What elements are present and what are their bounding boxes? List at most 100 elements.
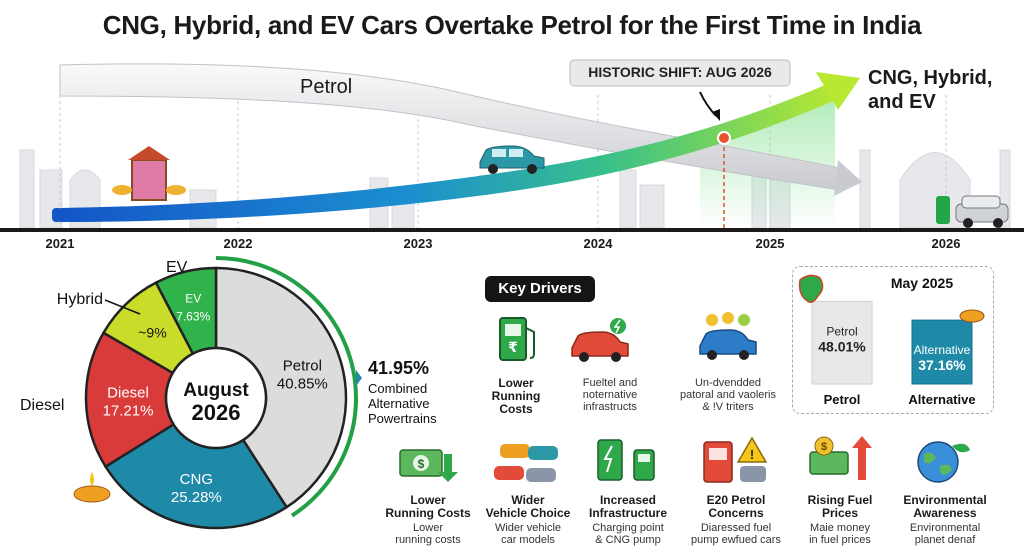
driver-title: Prices xyxy=(821,506,859,520)
driver-subtitle: Maie money xyxy=(810,522,870,534)
globe-leaf-icon xyxy=(917,441,970,483)
bar-chart-title: May 2025 xyxy=(891,275,953,291)
driver-title: Lower xyxy=(498,376,534,390)
slice-outer-label-diesel: Diesel xyxy=(20,397,64,414)
driver-title: Running Costs xyxy=(385,506,471,520)
year-label: 2022 xyxy=(223,236,253,251)
charging-station-icon xyxy=(597,439,655,481)
driver-title: Lower xyxy=(410,493,446,507)
driver-title: Infrastructure xyxy=(588,506,668,520)
year-label: 2025 xyxy=(755,236,785,251)
year-label: 2026 xyxy=(931,236,961,251)
driver-subtitle: Environmental xyxy=(909,522,981,534)
bar-chart-frame xyxy=(792,266,994,414)
driver-subtitle: running costs xyxy=(395,534,461,546)
callout-label: HISTORIC SHIFT: AUG 2026 xyxy=(588,64,772,80)
driver-title: Wider xyxy=(511,493,545,507)
donut-chart: August2026Petrol40.85%CNG25.28%Diesel17.… xyxy=(20,256,437,530)
driver-title: E20 Petrol xyxy=(706,493,766,507)
bar-category-label: Petrol xyxy=(824,392,861,407)
timeline-axis xyxy=(0,228,1024,232)
alt-arrowhead xyxy=(816,72,860,110)
bar-value-label: 48.01% xyxy=(818,338,866,354)
driver-subtitle: planet denaf xyxy=(914,534,976,546)
slice-value-hybrid: ~9% xyxy=(138,324,166,340)
donut-hole xyxy=(164,346,268,450)
slice-label-ev: EV xyxy=(185,292,201,306)
svg-text:!: ! xyxy=(750,447,754,462)
driver-title: Increased xyxy=(599,493,657,507)
driver-subtitle: & !V triters xyxy=(702,401,754,413)
bar-alternative xyxy=(911,319,973,385)
driver-title: Concerns xyxy=(708,506,764,520)
donut-center-year: 2026 xyxy=(192,400,241,425)
alt-band xyxy=(60,82,840,222)
svg-text:₹: ₹ xyxy=(508,339,518,355)
driver-subtitle: in fuel prices xyxy=(809,534,871,546)
slice-value-ev: 7.63% xyxy=(176,310,210,324)
charging-car-icon xyxy=(936,195,1009,228)
driver-subtitle: Lower xyxy=(413,522,443,534)
driver-subtitle: Wider vehicle xyxy=(494,522,562,534)
combined-pointer xyxy=(356,370,362,386)
shift-marker xyxy=(717,131,731,145)
driver-subtitle: pump ewfued cars xyxy=(691,534,781,546)
key-drivers-heading: Key Drivers xyxy=(485,276,595,302)
svg-text:$: $ xyxy=(821,441,827,453)
bar-petrol xyxy=(811,300,873,385)
svg-text:$: $ xyxy=(418,457,425,471)
diya-icon xyxy=(959,309,985,323)
driver-title: Awareness xyxy=(913,506,977,520)
driver-title: Vehicle Choice xyxy=(485,506,571,520)
driver-subtitle: Diaressed fuel xyxy=(700,522,772,534)
slice-label-cng: CNG xyxy=(180,471,213,488)
driver-title: Rising Fuel xyxy=(807,493,873,507)
slice-label-petrol: Petrol xyxy=(283,358,322,375)
bar-inner-label: Petrol xyxy=(826,324,857,338)
driver-subtitle: infrastructs xyxy=(583,401,637,413)
year-label: 2021 xyxy=(45,236,75,251)
electric-car-icon xyxy=(571,318,629,362)
cars-icon xyxy=(494,444,558,482)
driver-title: Running xyxy=(491,389,541,403)
year-label: 2024 xyxy=(583,236,613,251)
driver-subtitle: & CNG pump xyxy=(595,534,661,546)
bar-inner-label: Alternative xyxy=(914,343,971,357)
petrol-arrowhead xyxy=(834,160,862,196)
driver-subtitle: patoral and vaoleris xyxy=(679,389,776,401)
petrol-line-label: Petrol xyxy=(300,76,353,98)
money-icon: $ xyxy=(399,449,458,482)
bar-chart: May 2025Petrol48.01%PetrolAlternative37.… xyxy=(798,274,985,407)
driver-subtitle: Fueltel and xyxy=(582,377,638,389)
slice-value-petrol: 40.85% xyxy=(277,376,328,393)
driver-title: Costs xyxy=(499,402,533,416)
india-map-icon xyxy=(798,274,824,303)
slice-label-hybrid: Hybrid xyxy=(57,291,103,308)
driver-title: Environmental xyxy=(903,493,987,507)
slice-value-cng: 25.28% xyxy=(171,489,222,506)
fuel-pump-rupee-icon: ₹ xyxy=(499,317,535,361)
combined-value: 41.95% xyxy=(368,358,429,378)
car-icon xyxy=(479,145,545,174)
slice-value-diesel: 17.21% xyxy=(103,402,154,419)
callout-box xyxy=(569,59,791,87)
donut-center-label: August xyxy=(183,380,249,401)
driver-subtitle: car models xyxy=(501,534,555,546)
bar-category-label: Alternative xyxy=(908,392,975,407)
driver-subtitle: Un-dvendded xyxy=(694,377,762,389)
slice-label-diesel: Diesel xyxy=(107,384,149,401)
bar-value-label: 37.16% xyxy=(918,357,966,373)
shrine-icon xyxy=(112,146,186,201)
hybrid-leader xyxy=(104,299,141,315)
driver-subtitle: Charging point xyxy=(592,522,664,534)
year-label: 2023 xyxy=(403,236,433,251)
petrol-bracket-arc xyxy=(215,256,358,518)
car-coins-icon xyxy=(699,312,757,360)
combined-label: Powertrains xyxy=(368,411,437,426)
page-title: CNG, Hybrid, and EV Cars Overtake Petrol… xyxy=(102,10,922,40)
warning-pump-icon: ! xyxy=(703,436,768,483)
diya-icon xyxy=(73,485,111,503)
rising-price-icon: $ xyxy=(809,436,872,480)
combined-label: Alternative xyxy=(368,396,429,411)
alt-line-label: CNG, Hybrid, and EV xyxy=(868,67,993,113)
